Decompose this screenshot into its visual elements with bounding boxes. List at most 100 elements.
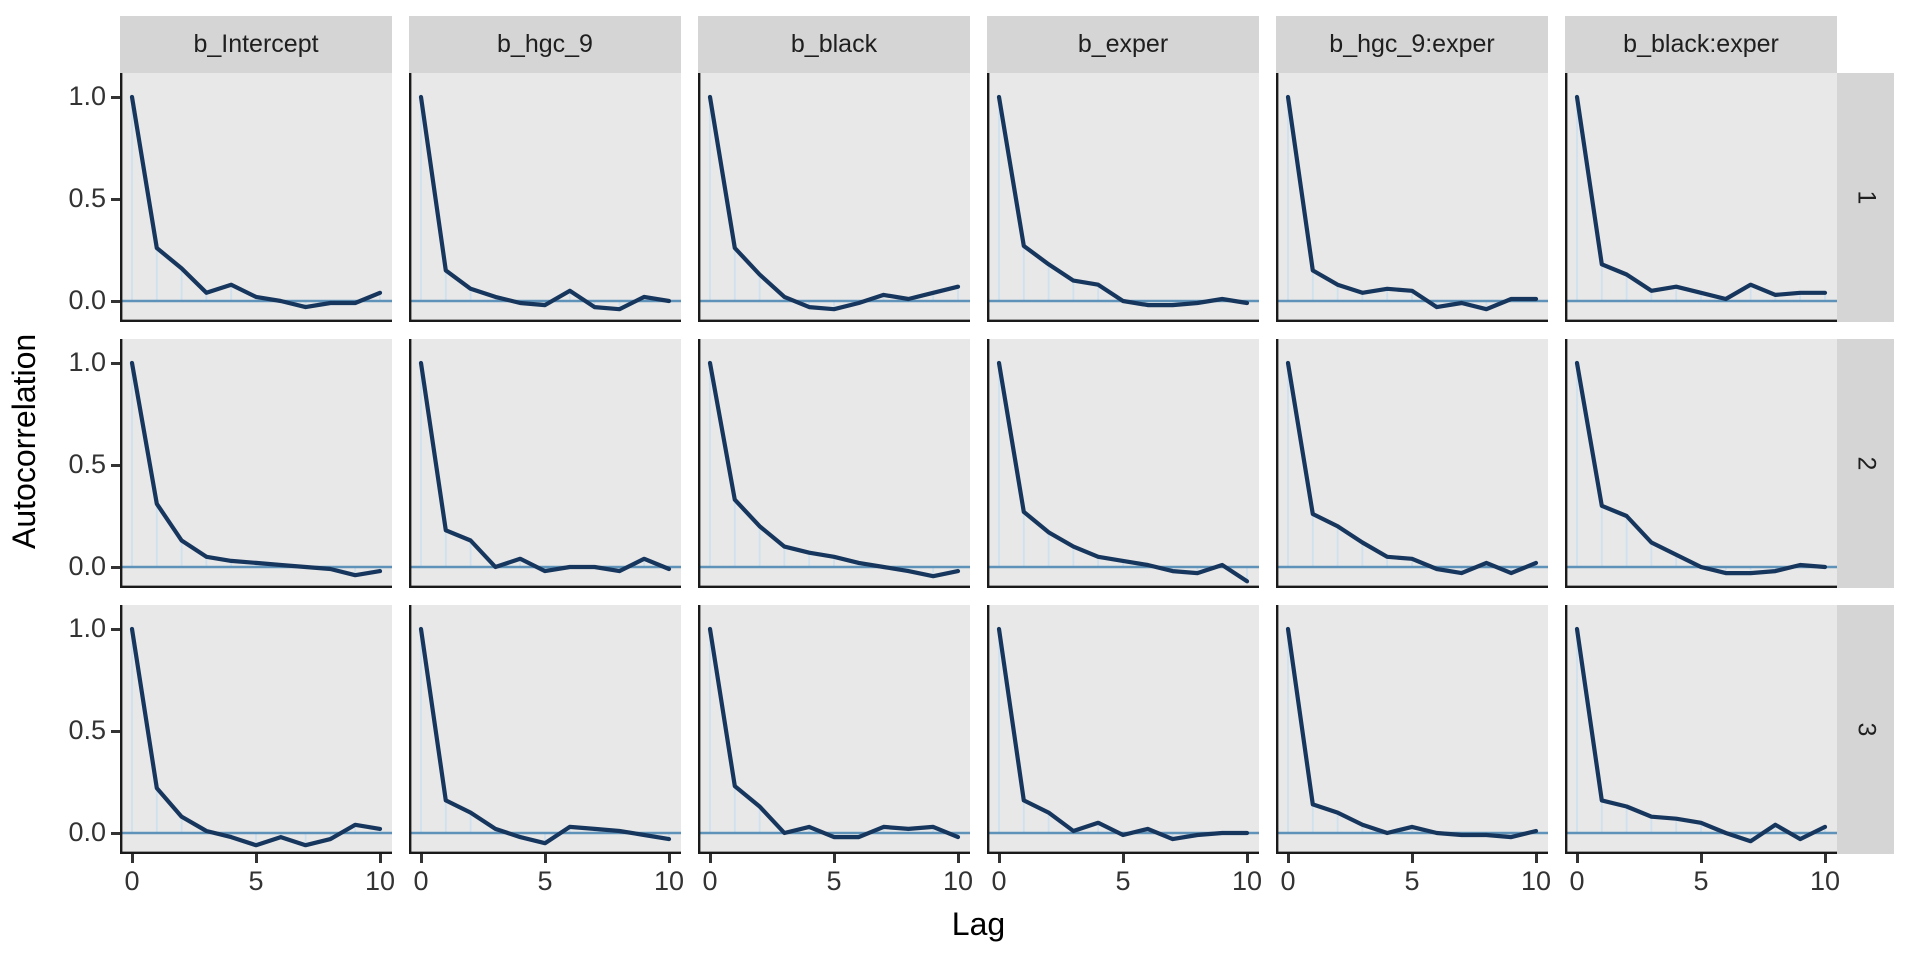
acf-line [129, 360, 383, 578]
acf-panel [409, 339, 681, 588]
acf-line-chart [1276, 339, 1548, 588]
x-axis-tick [708, 854, 712, 863]
y-axis-tick [111, 729, 120, 733]
x-tick-label: 10 [942, 866, 974, 896]
x-tick-label: 5 [826, 866, 842, 896]
y-axis-tick [111, 463, 120, 467]
acf-line [1285, 94, 1539, 312]
column-strip: b_hgc_9 [409, 16, 681, 73]
x-axis-title: Lag [951, 906, 1006, 942]
row-strip: 2 [1837, 339, 1894, 588]
x-axis-tick [1245, 854, 1249, 863]
acf-line-chart [120, 339, 392, 588]
acf-panel [409, 73, 681, 322]
acf-line [996, 94, 1250, 308]
x-tick-label: 0 [702, 866, 718, 896]
acf-line-chart [1565, 73, 1837, 322]
x-axis-tick [832, 854, 836, 863]
acf-line-chart [409, 339, 681, 588]
x-axis-tick [130, 854, 134, 863]
x-axis-tick [667, 854, 671, 863]
column-strip-label: b_hgc_9:exper [1329, 30, 1495, 58]
x-tick-label: 0 [1280, 866, 1296, 896]
x-tick-label: 5 [1404, 866, 1420, 896]
column-strip: b_black:exper [1565, 16, 1837, 73]
row-strip: 3 [1837, 605, 1894, 854]
x-tick-label: 0 [124, 866, 140, 896]
column-strip: b_Intercept [120, 16, 392, 73]
acf-line-chart [1565, 339, 1837, 588]
acf-line-chart [1276, 73, 1548, 322]
acf-line-chart [120, 605, 392, 854]
acf-line [707, 94, 961, 312]
column-strip: b_black [698, 16, 970, 73]
row-strip: 1 [1837, 73, 1894, 322]
acf-line-chart [120, 73, 392, 322]
x-axis-tick [1286, 854, 1290, 863]
x-axis-tick [1823, 854, 1827, 863]
acf-panel [987, 605, 1259, 854]
acf-line [707, 360, 961, 579]
column-strip-label: b_exper [1077, 30, 1169, 58]
acf-line-chart [987, 605, 1259, 854]
y-axis-tick [111, 299, 120, 303]
y-axis-tick [111, 361, 120, 365]
acf-line-chart [698, 605, 970, 854]
y-axis-tick [111, 831, 120, 835]
y-tick-label: 0.5 [68, 715, 106, 745]
acf-panel [1276, 605, 1548, 854]
acf-line-chart [987, 339, 1259, 588]
acf-panel [987, 339, 1259, 588]
x-tick-label: 10 [364, 866, 396, 896]
y-axis-title: Autocorrelation [6, 333, 42, 549]
acf-line-chart [987, 73, 1259, 322]
acf-line-chart [698, 339, 970, 588]
acf-panel [1276, 73, 1548, 322]
acf-line [996, 626, 1250, 842]
column-strip-label: b_Intercept [193, 30, 319, 58]
y-tick-label: 0.5 [68, 183, 106, 213]
x-axis-tick [254, 854, 258, 863]
x-axis-tick [378, 854, 382, 863]
x-tick-label: 10 [1231, 866, 1263, 896]
x-tick-label: 5 [1115, 866, 1131, 896]
y-tick-label: 0.5 [68, 449, 106, 479]
y-axis-tick [111, 565, 120, 569]
acf-line-chart [1276, 605, 1548, 854]
acf-line [418, 94, 672, 312]
x-tick-label: 5 [1693, 866, 1709, 896]
y-tick-label: 0.0 [68, 551, 106, 581]
acf-line-chart [1565, 605, 1837, 854]
acf-panel [120, 339, 392, 588]
acf-line [1285, 626, 1539, 840]
x-tick-label: 10 [653, 866, 685, 896]
x-tick-label: 5 [537, 866, 553, 896]
x-tick-label: 10 [1520, 866, 1552, 896]
acf-panel [698, 339, 970, 588]
acf-line [1285, 360, 1539, 576]
y-axis-tick [111, 197, 120, 201]
y-tick-label: 0.0 [68, 285, 106, 315]
x-axis-tick [1575, 854, 1579, 863]
x-axis-tick [1699, 854, 1703, 863]
acf-line-chart [698, 73, 970, 322]
x-tick-label: 0 [1569, 866, 1585, 896]
acf-line [707, 626, 961, 840]
acf-panel [120, 605, 392, 854]
x-axis-tick [997, 854, 1001, 863]
row-strip-label: 1 [1852, 190, 1880, 205]
acf-panel [698, 605, 970, 854]
acf-line [996, 360, 1250, 584]
acf-panel [120, 73, 392, 322]
column-strip-label: b_hgc_9 [497, 30, 593, 58]
x-axis-tick [543, 854, 547, 863]
acf-line [129, 626, 383, 848]
acf-panel [698, 73, 970, 322]
acf-panel [1565, 605, 1837, 854]
acf-line [129, 94, 383, 310]
x-tick-label: 10 [1809, 866, 1841, 896]
acf-panel [1565, 339, 1837, 588]
row-strip-label: 3 [1852, 722, 1880, 737]
acf-line-chart [409, 605, 681, 854]
